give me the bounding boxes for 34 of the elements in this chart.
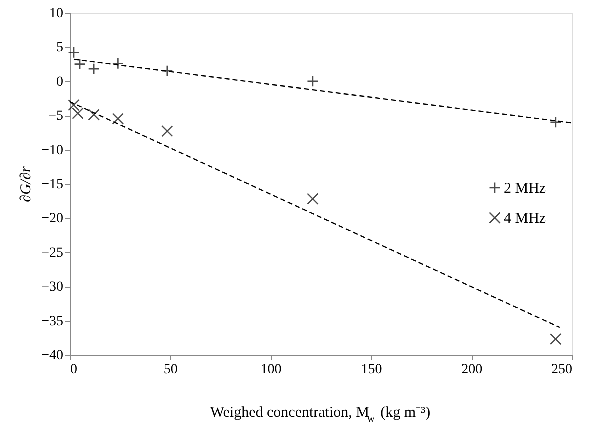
y-axis-title: ∂G/∂r <box>18 166 35 202</box>
point <box>88 109 100 121</box>
y-tick-label: −15 <box>42 178 64 192</box>
x-tick-label: 100 <box>260 362 282 378</box>
x-tick-label: 50 <box>164 362 178 378</box>
legend-label: 2 MHz <box>504 181 546 197</box>
point <box>72 108 84 120</box>
y-tick-label: −30 <box>42 280 64 296</box>
y-tick-label: −40 <box>42 348 64 364</box>
y-tick-label: −10 <box>42 143 64 158</box>
y-tick-label: 0 <box>56 74 64 90</box>
point <box>307 76 319 88</box>
point <box>161 65 174 78</box>
point <box>550 333 562 346</box>
point <box>68 99 80 112</box>
y-tick-label: −35 <box>42 314 64 330</box>
y-tick-label: 10 <box>50 6 64 22</box>
x-tick-label: 0 <box>70 362 78 378</box>
point <box>161 125 174 138</box>
legend-label: 4 MHz <box>504 211 546 227</box>
point <box>112 113 124 125</box>
x-tick-label: 200 <box>462 362 483 378</box>
x-tick-label: 150 <box>361 362 382 378</box>
y-tick-label: −25 <box>42 246 64 261</box>
point <box>550 116 562 128</box>
point <box>68 46 80 59</box>
y-tick-label: 5 <box>56 40 64 56</box>
x-tick-label: 250 <box>552 362 572 378</box>
point <box>74 58 86 70</box>
point <box>307 193 319 205</box>
y-tick-label: −20 <box>42 212 64 227</box>
point <box>88 63 100 75</box>
point <box>112 58 124 70</box>
y-tick-label: −5 <box>48 109 64 124</box>
